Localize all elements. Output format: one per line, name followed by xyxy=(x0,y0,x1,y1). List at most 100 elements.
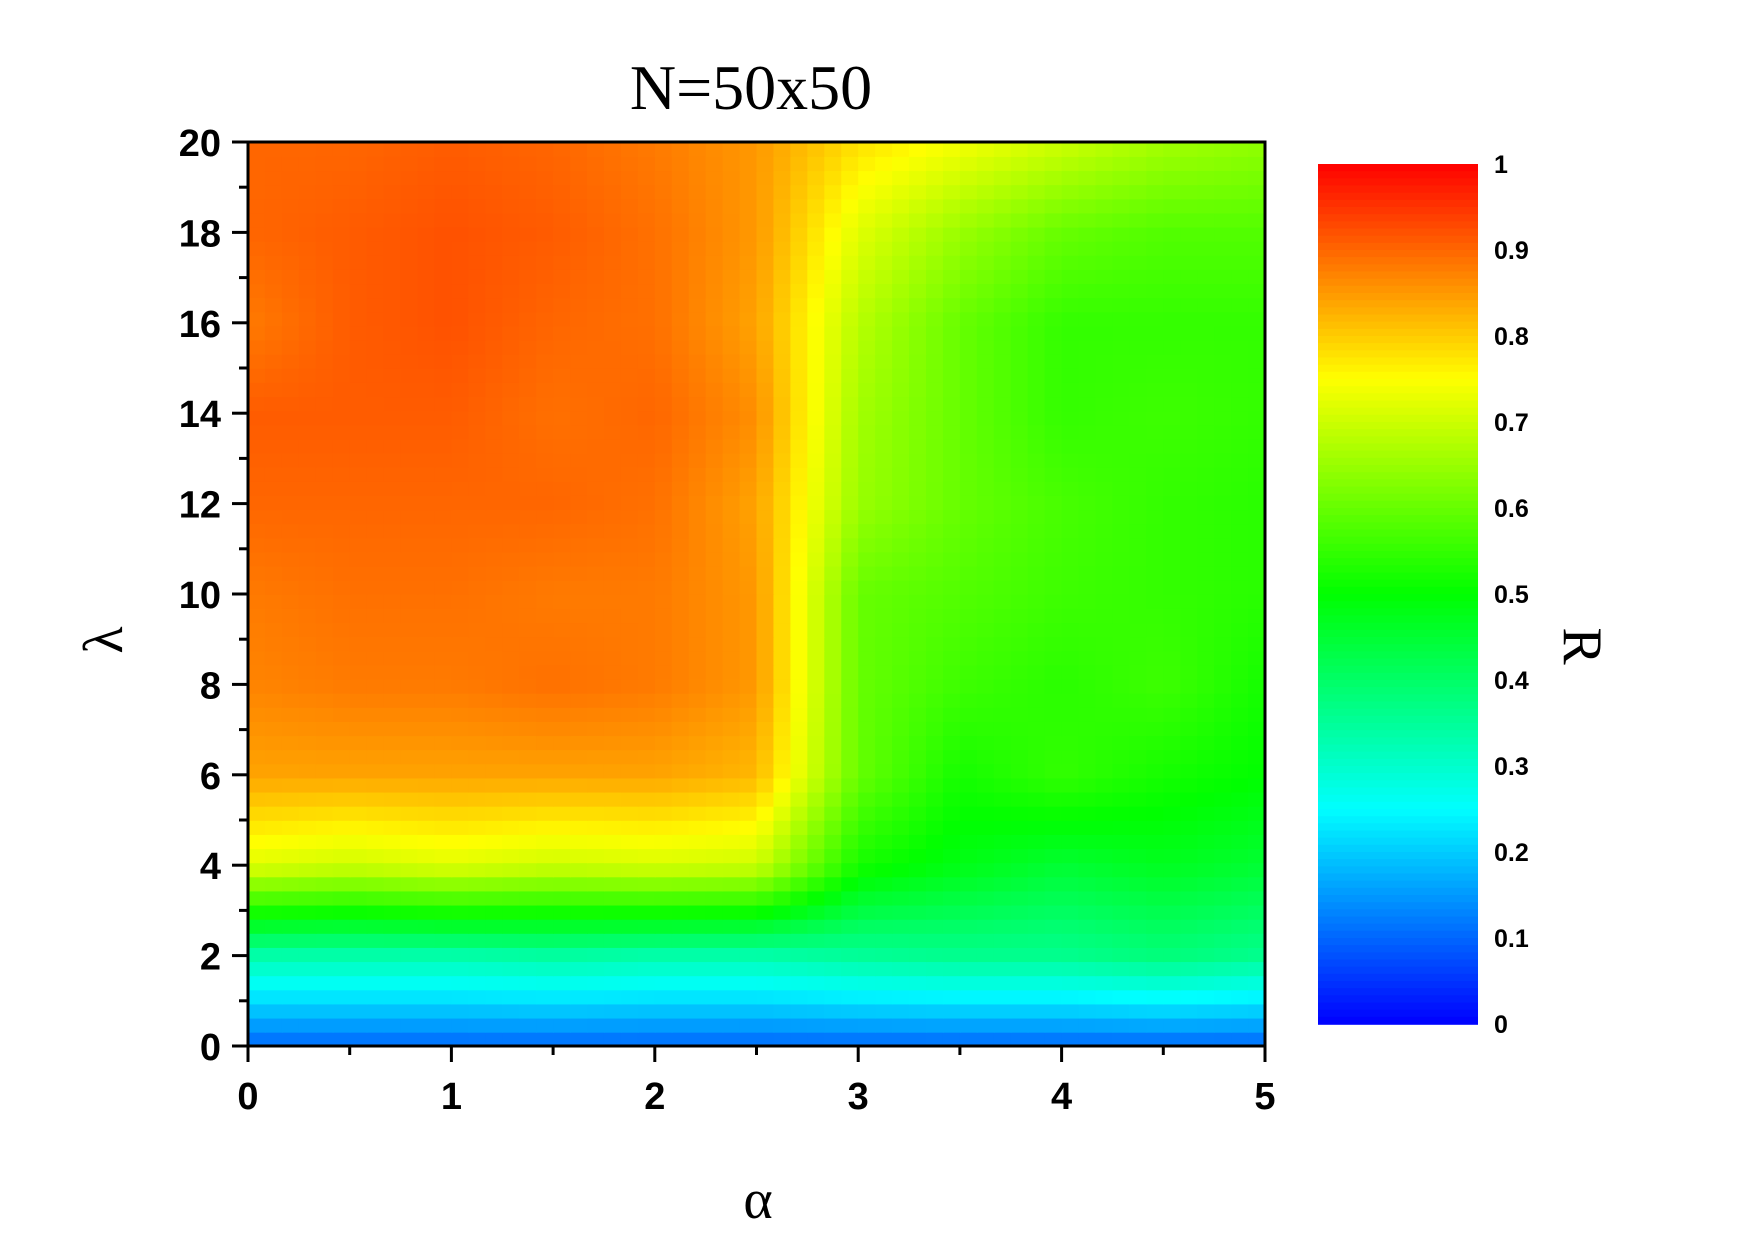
heatmap-cell xyxy=(400,636,419,652)
colorbar-segment xyxy=(1318,873,1478,882)
heatmap-cell xyxy=(519,862,537,878)
heatmap-cell xyxy=(993,565,1012,581)
heatmap-cell xyxy=(332,509,351,525)
heatmap-cell xyxy=(1112,579,1131,595)
heatmap-cell xyxy=(807,678,826,694)
heatmap-cell xyxy=(468,325,487,341)
heatmap-cell xyxy=(1231,721,1249,737)
heatmap-cell xyxy=(485,226,504,242)
heatmap-cell xyxy=(841,255,859,270)
heatmap-cell xyxy=(1163,325,1182,341)
heatmap-cell xyxy=(637,283,656,299)
heatmap-cell xyxy=(620,763,639,779)
heatmap-cell xyxy=(824,579,843,595)
heatmap-cell xyxy=(841,565,859,581)
heatmap-cell xyxy=(773,565,792,581)
heatmap-cell xyxy=(790,1031,809,1046)
heatmap-cell xyxy=(349,763,368,779)
heatmap-cell xyxy=(502,368,520,383)
heatmap-cell xyxy=(722,1017,741,1033)
heatmap-cell xyxy=(926,1017,944,1033)
heatmap-cell xyxy=(705,297,724,313)
heatmap-cell xyxy=(281,226,300,242)
heatmap-cell xyxy=(468,255,487,270)
heatmap-cell xyxy=(1248,283,1265,299)
heatmap-cell xyxy=(959,608,978,624)
heatmap-cell xyxy=(892,212,910,228)
heatmap-cell xyxy=(485,466,504,482)
heatmap-cell xyxy=(756,961,775,977)
heatmap-cell xyxy=(349,890,368,906)
heatmap-cell xyxy=(383,862,402,878)
heatmap-cell xyxy=(722,509,741,525)
heatmap-cell xyxy=(502,452,520,468)
heatmap-cell xyxy=(688,537,707,553)
heatmap-cell xyxy=(1095,975,1114,991)
heatmap-cell xyxy=(671,283,690,299)
heatmap-cell xyxy=(722,283,741,299)
heatmap-cell xyxy=(1214,481,1232,496)
heatmap-cell xyxy=(790,876,809,892)
heatmap-cell xyxy=(315,481,334,496)
heatmap-cell xyxy=(1010,820,1029,835)
heatmap-cell xyxy=(942,565,961,581)
heatmap-cell xyxy=(773,368,792,383)
heatmap-cell xyxy=(248,565,266,581)
heatmap-cell xyxy=(519,509,537,525)
heatmap-cell xyxy=(1197,678,1215,694)
heatmap-cell xyxy=(841,1003,859,1019)
heatmap-cell xyxy=(332,311,351,327)
heatmap-cell xyxy=(519,890,537,906)
heatmap-cell xyxy=(858,255,876,270)
heatmap-cell xyxy=(570,664,588,680)
heatmap-cell xyxy=(705,184,724,200)
colorbar-tick-label: 0.8 xyxy=(1494,323,1529,351)
heatmap-cell xyxy=(332,933,351,948)
heatmap-cell xyxy=(875,424,893,440)
heatmap-cell xyxy=(366,876,385,892)
heatmap-cell xyxy=(536,961,554,977)
heatmap-cell xyxy=(976,721,995,737)
heatmap-cell xyxy=(315,777,334,793)
heatmap-cell xyxy=(688,777,707,793)
heatmap-cell xyxy=(451,692,470,708)
heatmap-cell xyxy=(807,382,826,398)
heatmap-cell xyxy=(536,311,554,327)
heatmap-cell xyxy=(366,509,385,525)
heatmap-cell xyxy=(841,820,859,835)
heatmap-cell xyxy=(349,805,368,821)
heatmap-cell xyxy=(1095,311,1114,327)
heatmap-cell xyxy=(264,890,283,906)
heatmap-cell xyxy=(570,438,588,454)
heatmap-cell xyxy=(942,509,961,525)
heatmap-cell xyxy=(756,452,775,468)
heatmap-cell xyxy=(1078,1031,1097,1046)
heatmap-cell xyxy=(875,1003,893,1019)
heatmap-cell xyxy=(1027,777,1046,793)
heatmap-cell xyxy=(858,805,876,821)
heatmap-cell xyxy=(892,226,910,242)
heatmap-cell xyxy=(400,989,419,1005)
heatmap-cell xyxy=(570,692,588,708)
heatmap-cell xyxy=(722,594,741,609)
heatmap-cell xyxy=(519,735,537,751)
heatmap-cell xyxy=(315,975,334,991)
heatmap-cell xyxy=(519,396,537,412)
heatmap-cell xyxy=(790,269,809,285)
heatmap-cell xyxy=(519,170,537,186)
heatmap-cell xyxy=(790,325,809,341)
heatmap-cell xyxy=(671,791,690,807)
heatmap-cell xyxy=(400,608,419,624)
heatmap-cell xyxy=(553,777,571,793)
heatmap-cell xyxy=(519,848,537,864)
heatmap-cell xyxy=(705,551,724,567)
heatmap-cell xyxy=(264,142,283,157)
heatmap-cell xyxy=(281,664,300,680)
heatmap-cell xyxy=(1061,890,1080,906)
heatmap-cell xyxy=(451,820,470,835)
heatmap-cell xyxy=(536,862,554,878)
colorbar-segment xyxy=(1318,242,1478,251)
heatmap-cell xyxy=(281,283,300,299)
heatmap-cell xyxy=(976,212,995,228)
colorbar-segment xyxy=(1318,264,1478,273)
